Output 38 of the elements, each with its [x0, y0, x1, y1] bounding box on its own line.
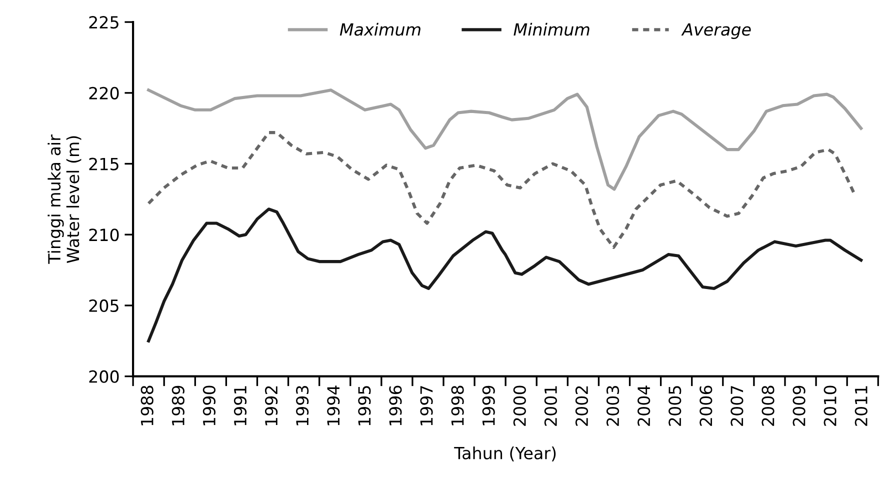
legend-label: Average: [681, 23, 751, 40]
x-tick-label: 1999: [482, 386, 495, 426]
x-tick-label: 1989: [172, 386, 184, 426]
legend-label: Maximum: [340, 22, 420, 36]
x-tick-label: 1994: [327, 386, 340, 426]
x-tick-label: 2004: [638, 386, 650, 426]
x-tick-label: 2009: [792, 386, 806, 426]
x-tick-label: 2011: [854, 386, 868, 426]
x-tick-label: 1993: [296, 386, 309, 426]
x-tick-label: 1997: [420, 386, 433, 426]
x-tick-label: 2001: [544, 386, 557, 426]
x-tick-label: 2000: [513, 386, 526, 426]
x-tick-label: 2007: [730, 386, 744, 426]
y-tick-label: 210: [89, 228, 119, 242]
line-series: [147, 88, 863, 191]
line-series: [147, 208, 863, 342]
x-tick-label: 2002: [575, 386, 588, 426]
y-tick-label: 220: [89, 86, 119, 100]
line-series: [147, 131, 856, 249]
y-tick-label: 225: [89, 16, 118, 29]
y-tick-label: 215: [89, 158, 118, 170]
x-tick-label: 1996: [389, 386, 402, 426]
x-axis-title: Tahun (Year): [454, 446, 556, 462]
y-axis-title: Tinggi muka air Water level (m): [48, 134, 82, 264]
x-tick-label: 2006: [700, 386, 712, 426]
x-tick-label: 2003: [606, 386, 620, 426]
legend-label: Minimum: [514, 22, 590, 36]
x-tick-label: 2005: [668, 386, 682, 426]
y-tick-label: 205: [89, 299, 118, 312]
x-tick-label: 1998: [451, 386, 464, 426]
x-tick-label: 2010: [824, 386, 836, 426]
x-tick-label: 1991: [234, 386, 247, 426]
x-tick-label: 1988: [140, 386, 154, 426]
y-tick-label: 200: [89, 370, 119, 383]
x-tick-label: 1990: [202, 386, 216, 426]
x-tick-label: 1992: [264, 386, 278, 426]
x-tick-label: 2008: [762, 386, 774, 426]
x-tick-label: 1995: [358, 386, 371, 426]
